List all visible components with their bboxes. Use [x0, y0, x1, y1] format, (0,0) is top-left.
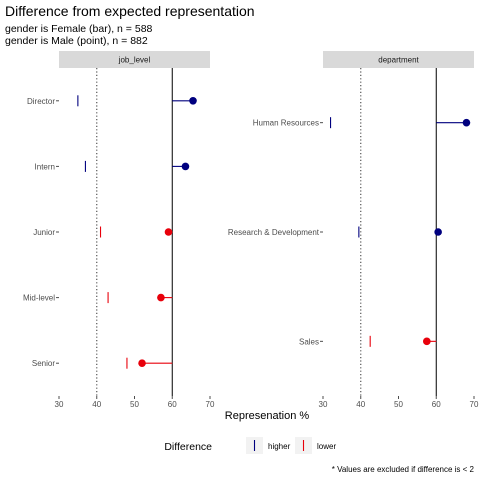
y-tick-label: Director — [27, 97, 55, 106]
row-mid-level: Mid-level — [23, 292, 173, 304]
facet-strip-label: department — [378, 56, 419, 65]
point — [157, 293, 165, 302]
caption: * Values are excluded if difference is <… — [332, 465, 475, 474]
x-axis-title: Represenation % — [225, 410, 310, 422]
chart-title: Difference from expected representation — [5, 3, 255, 19]
row-research-development: Research & Development — [228, 226, 442, 238]
facets: job_level 30 40 50 60 70 Director Intern Junior M… — [23, 51, 479, 409]
x-tick-label: 40 — [92, 400, 101, 409]
x-tick-label: 30 — [319, 400, 328, 409]
x-tick-label: 40 — [356, 400, 365, 409]
x-tick-label: 70 — [470, 400, 479, 409]
x-tick-label: 70 — [206, 400, 215, 409]
chart-subtitle-1: gender is Female (bar), n = 588 — [5, 23, 153, 35]
legend-item-higher: higher — [246, 437, 291, 454]
legend: Difference higher lower — [164, 437, 336, 454]
facet-job-level: job_level 30 40 50 60 70 Director Intern Junior M… — [23, 51, 215, 409]
legend-item-lower: lower — [295, 437, 336, 454]
point — [138, 359, 146, 368]
facet-strip — [323, 51, 474, 68]
point — [434, 228, 442, 236]
row-sales: Sales — [299, 335, 437, 347]
x-tick-label: 60 — [432, 400, 441, 409]
y-tick-label: Junior — [33, 228, 55, 237]
y-tick-label: Senior — [32, 359, 55, 368]
facet-strip — [59, 51, 210, 68]
row-human-resources: Human Resources — [253, 117, 471, 129]
y-tick-label: Sales — [299, 337, 319, 346]
row-junior: Junior — [33, 226, 173, 238]
row-senior: Senior — [32, 357, 173, 369]
y-tick-label: Human Resources — [253, 119, 319, 128]
point — [462, 118, 471, 127]
point — [164, 228, 173, 236]
x-tick-label: 50 — [130, 400, 139, 409]
point — [189, 97, 197, 105]
row-director: Director — [27, 95, 197, 107]
y-tick-label: Research & Development — [228, 228, 320, 237]
legend-label: lower — [317, 442, 336, 451]
facet-department: department 30 40 50 60 70 Human Resources Resea… — [228, 51, 479, 409]
point — [423, 337, 431, 346]
x-tick-label: 60 — [168, 400, 177, 409]
chart-subtitle-2: gender is Male (point), n = 882 — [5, 35, 148, 47]
legend-title: Difference — [164, 441, 212, 453]
facet-strip-label: job_level — [118, 56, 151, 65]
legend-label: higher — [268, 442, 291, 451]
y-tick-label: Intern — [35, 162, 55, 171]
x-tick-label: 30 — [55, 400, 64, 409]
y-tick-label: Mid-level — [23, 294, 55, 303]
x-tick-label: 50 — [394, 400, 403, 409]
row-intern: Intern — [35, 160, 190, 172]
point — [181, 162, 190, 171]
